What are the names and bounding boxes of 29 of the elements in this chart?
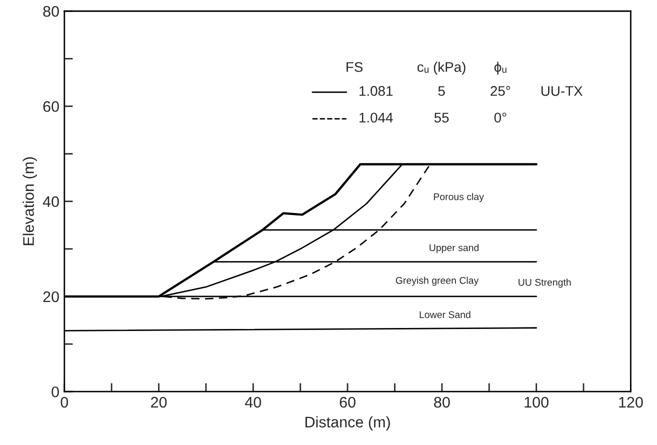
y-tick-label: 20	[43, 291, 59, 302]
legend-label: 1.044	[360, 112, 393, 123]
x-tick-label: 120	[619, 396, 643, 408]
annotation: 5	[438, 86, 445, 96]
y-tick-label: 0	[52, 386, 59, 398]
x-tick-label: 60	[340, 396, 356, 408]
annotation: 0°	[494, 112, 506, 123]
annotation: cᵤ (kPa)	[418, 62, 466, 75]
y-tick-label: 60	[43, 101, 59, 112]
legend-label: 1.081	[360, 86, 393, 96]
annotation: FS	[346, 62, 363, 72]
x-tick-label: 80	[434, 396, 450, 408]
annotation: ϕᵤ	[494, 62, 506, 75]
x-tick-label: 40	[245, 396, 262, 408]
x-tick-label: 100	[524, 396, 548, 408]
x-axis-title: Distance (m)	[306, 416, 390, 430]
annotation: UU-TX	[541, 86, 583, 96]
annotation: UU Strength	[518, 278, 571, 288]
x-tick-label: 20	[151, 396, 167, 408]
y-axis-title: Elevation (m)	[22, 157, 37, 246]
x-tick-label: 0	[60, 396, 68, 408]
annotation: 25°	[490, 86, 510, 96]
annotation: 55	[434, 112, 449, 123]
y-tick-label: 40	[42, 196, 59, 208]
annotation: Lower Sand	[420, 310, 470, 318]
y-tick-label: 80	[43, 6, 59, 17]
annotation: Upper sand	[430, 244, 479, 254]
annotation: Porous clay	[434, 193, 484, 202]
annotation: Greyish green Clay	[396, 276, 479, 286]
